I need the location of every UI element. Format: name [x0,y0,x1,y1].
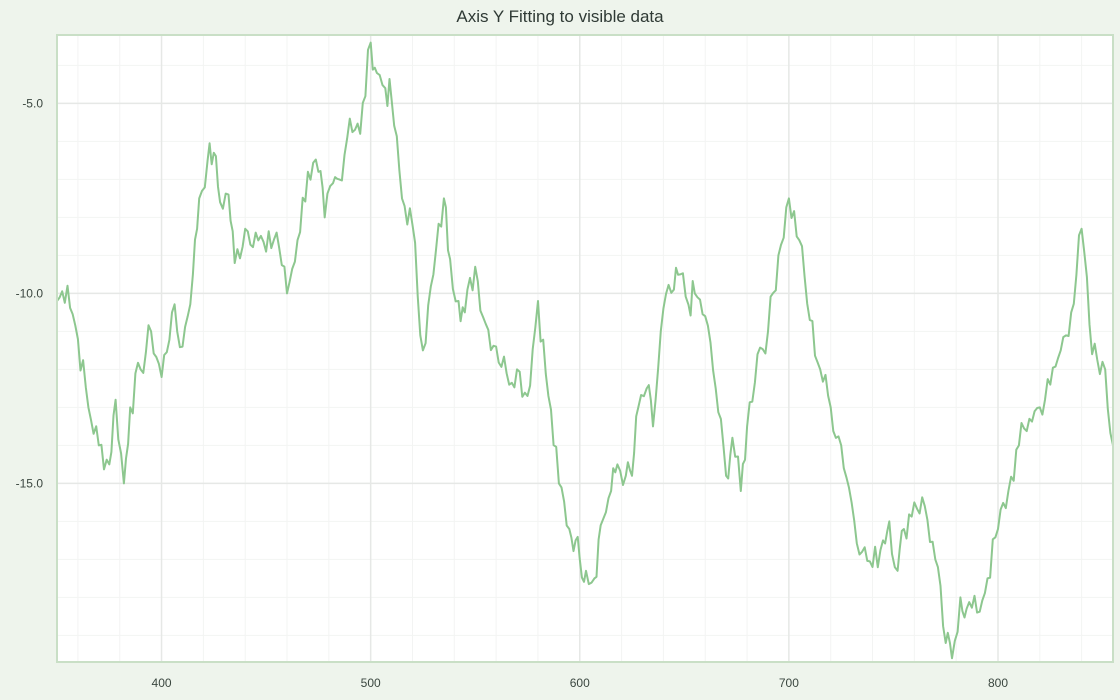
y-tick-label: -15.0 [16,476,44,490]
plot-area [57,35,1113,662]
chart-title: Axis Y Fitting to visible data [456,7,664,26]
y-tick-label: -10.0 [16,286,44,300]
x-tick-label: 600 [570,676,590,690]
y-tick-label: -5.0 [22,96,43,110]
x-tick-label: 800 [988,676,1008,690]
x-tick-label: 400 [152,676,172,690]
x-axis: 400 500 600 700 800 [152,676,1009,690]
x-tick-label: 500 [361,676,381,690]
x-tick-label: 700 [779,676,799,690]
series-line [56,41,1114,660]
grid-major [57,35,1113,662]
y-axis: -5.0 -10.0 -15.0 [16,96,44,490]
plot-frame [56,34,1114,663]
